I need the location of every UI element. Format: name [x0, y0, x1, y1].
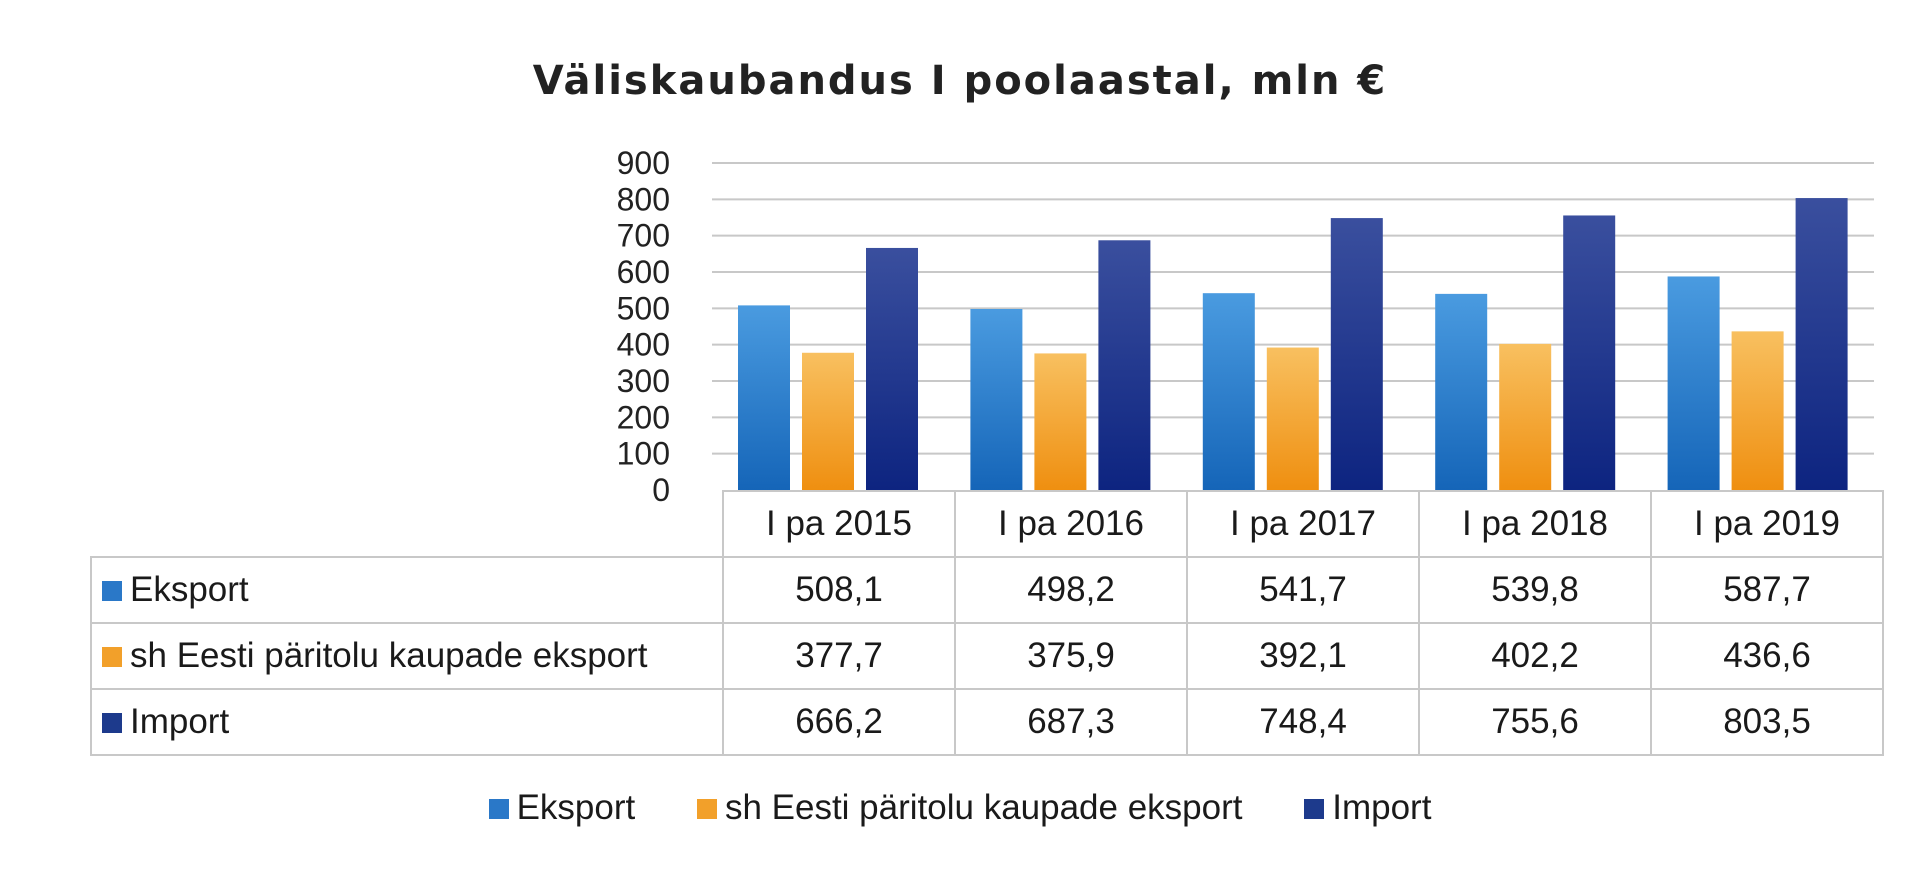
table-cell: 375,9	[954, 622, 1188, 690]
table-cell: 666,2	[722, 688, 956, 756]
bar-eksport-4	[1667, 276, 1720, 490]
row-label: Eksport	[90, 556, 724, 624]
y-tick-label: 700	[617, 218, 670, 254]
table-cell: 436,6	[1650, 622, 1884, 690]
row-label: Import	[90, 688, 724, 756]
table-cell: 748,4	[1186, 688, 1420, 756]
bar-eksport-2	[1202, 293, 1255, 490]
y-tick-label: 300	[617, 363, 670, 399]
table-row: Eksport 508,1 498,2 541,7 539,8 587,7	[90, 556, 1884, 624]
table-cell: 392,1	[1186, 622, 1420, 690]
table-corner	[91, 491, 724, 557]
table-cell: 539,8	[1418, 556, 1652, 624]
table-header-row: I pa 2015 I pa 2016 I pa 2017 I pa 2018 …	[91, 490, 1884, 558]
series-swatch-eesti	[102, 647, 122, 667]
series-swatch-eksport	[102, 581, 122, 601]
table-cell: 541,7	[1186, 556, 1420, 624]
category-label: I pa 2019	[1650, 490, 1884, 558]
bar-import-1	[1098, 240, 1151, 490]
table-cell: 498,2	[954, 556, 1188, 624]
series-swatch-import	[102, 713, 122, 733]
legend-swatch	[696, 799, 717, 819]
table-cell: 803,5	[1650, 688, 1884, 756]
legend-swatch	[1304, 799, 1325, 819]
y-tick-label: 600	[617, 254, 670, 290]
legend-item-import: Import	[1304, 788, 1431, 828]
legend-item-eksport: Eksport	[488, 788, 635, 828]
bar-eksport-0	[738, 305, 790, 490]
legend-item-eesti: sh Eesti päritolu kaupade eksport	[696, 788, 1243, 828]
y-tick-label: 400	[617, 327, 670, 363]
category-label: I pa 2015	[722, 490, 956, 558]
y-tick-label: 800	[617, 181, 670, 217]
bar-import-4	[1795, 198, 1848, 491]
table-cell: 587,7	[1650, 556, 1884, 624]
category-label: I pa 2018	[1418, 490, 1652, 558]
row-label: sh Eesti päritolu kaupade eksport	[90, 622, 724, 690]
bar-eksport-1	[970, 308, 1023, 490]
bar-sh-0	[802, 352, 854, 490]
table-cell: 508,1	[722, 556, 956, 624]
bar-import-3	[1563, 215, 1616, 490]
table-cell: 402,2	[1418, 622, 1652, 690]
y-tick-label: 500	[617, 290, 670, 326]
table-cell: 377,7	[722, 622, 956, 690]
category-label: I pa 2016	[954, 490, 1188, 558]
y-tick-label: 200	[617, 399, 670, 435]
y-tick-label: 900	[617, 145, 670, 181]
y-tick-label: 100	[617, 436, 670, 472]
bar-sh-2	[1266, 347, 1319, 490]
bar-import-2	[1330, 218, 1383, 490]
category-label: I pa 2017	[1186, 490, 1420, 558]
bar-eksport-3	[1435, 293, 1488, 490]
legend: Eksport sh Eesti päritolu kaupade ekspor…	[0, 788, 1920, 828]
table-cell: 687,3	[954, 688, 1188, 756]
chart-title: Väliskaubandus I poolaastal, mln €	[532, 58, 1388, 104]
bar-sh-4	[1731, 331, 1784, 490]
bar-sh-1	[1034, 353, 1087, 490]
table-cell: 755,6	[1418, 688, 1652, 756]
table-row: sh Eesti päritolu kaupade eksport 377,7 …	[90, 622, 1884, 690]
data-table: I pa 2015 I pa 2016 I pa 2017 I pa 2018 …	[90, 490, 1884, 756]
bar-sh-3	[1499, 343, 1552, 490]
legend-swatch	[488, 799, 509, 819]
bar-import-0	[866, 247, 918, 490]
table-row: Import 666,2 687,3 748,4 755,6 803,5	[90, 688, 1884, 756]
